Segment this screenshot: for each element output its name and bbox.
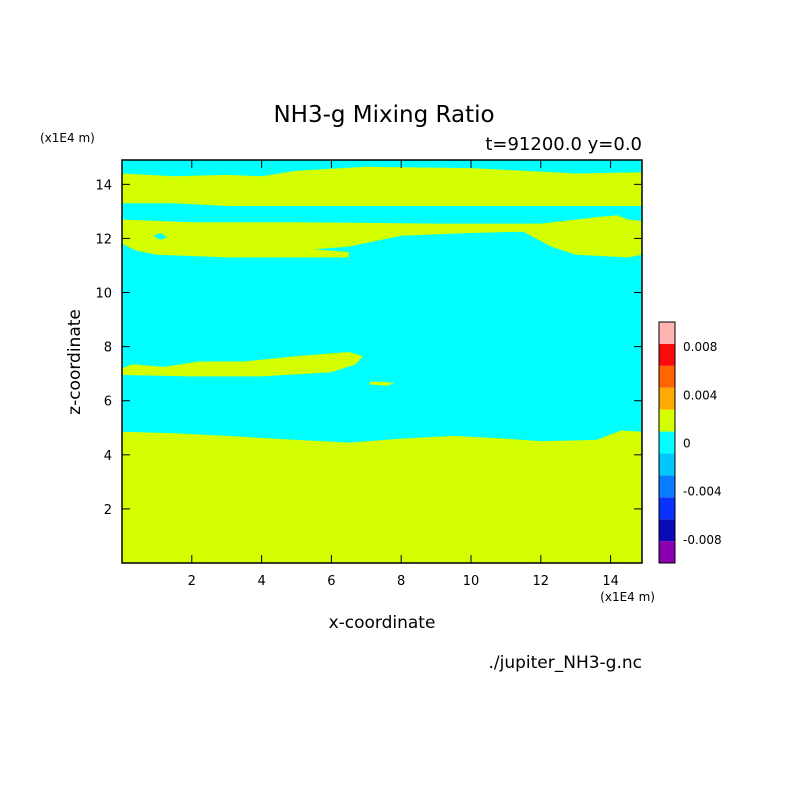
colorbar-swatch bbox=[659, 475, 675, 498]
y-tick-label: 6 bbox=[104, 395, 112, 410]
axis-ticks: 2 4 6 8 10 12 14 2 4 6 8 10 12 14 bbox=[95, 160, 642, 589]
y-tick-label: 4 bbox=[104, 449, 112, 464]
y-axis-label: z-coordinate bbox=[65, 309, 85, 415]
colorbar-tick-label: 0.004 bbox=[683, 388, 717, 402]
x-tick-label: 2 bbox=[188, 574, 196, 589]
colorbar-frame bbox=[658, 321, 676, 564]
colorbar-tick-label: -0.008 bbox=[683, 533, 722, 547]
plot-frame bbox=[121, 159, 643, 564]
colorbar-swatch bbox=[659, 365, 675, 388]
colorbar-swatch bbox=[659, 541, 675, 563]
contour-region-1 bbox=[122, 430, 642, 563]
contour-region-3 bbox=[369, 381, 395, 386]
colorbar-swatch bbox=[659, 409, 675, 432]
x-axis-label: x-coordinate bbox=[329, 613, 436, 633]
colorbar-swatch bbox=[659, 322, 675, 344]
chart-subtitle: t=91200.0 y=0.0 bbox=[485, 134, 642, 155]
contour-region-5 bbox=[122, 166, 642, 206]
y-tick-label: 14 bbox=[95, 178, 112, 193]
contour-region-4 bbox=[122, 215, 642, 258]
colorbar: 0.008 0.004 0 -0.004 -0.008 bbox=[658, 321, 722, 564]
y-tick-label: 8 bbox=[104, 341, 112, 356]
y-tick-label: 12 bbox=[95, 232, 112, 247]
plot-area bbox=[122, 160, 642, 563]
contour-region-2 bbox=[122, 352, 363, 377]
chart-title: NH3-g Mixing Ratio bbox=[273, 102, 494, 128]
x-unit-label: (x1E4 m) bbox=[600, 590, 655, 604]
y-tick-label: 2 bbox=[104, 503, 112, 518]
colorbar-swatch bbox=[659, 519, 675, 542]
y-unit-label: (x1E4 m) bbox=[40, 131, 95, 145]
colorbar-tick-label: -0.004 bbox=[683, 485, 722, 499]
y-tick-label: 10 bbox=[95, 287, 112, 302]
colorbar-swatch bbox=[659, 497, 675, 520]
colorbar-swatch bbox=[659, 453, 675, 476]
colorbar-tick-label: 0 bbox=[683, 437, 691, 451]
colorbar-tick-label: 0.008 bbox=[683, 340, 717, 354]
colorbar-swatch bbox=[659, 343, 675, 366]
x-tick-label: 8 bbox=[397, 574, 405, 589]
x-tick-label: 10 bbox=[463, 574, 480, 589]
colorbar-swatch bbox=[659, 387, 675, 410]
x-tick-label: 12 bbox=[533, 574, 550, 589]
contour-region-6 bbox=[153, 233, 168, 240]
footer-filename: ./jupiter_NH3-g.nc bbox=[488, 653, 642, 673]
colorbar-swatch bbox=[659, 431, 675, 454]
x-tick-label: 6 bbox=[327, 574, 335, 589]
x-tick-label: 14 bbox=[602, 574, 619, 589]
x-tick-label: 4 bbox=[257, 574, 265, 589]
